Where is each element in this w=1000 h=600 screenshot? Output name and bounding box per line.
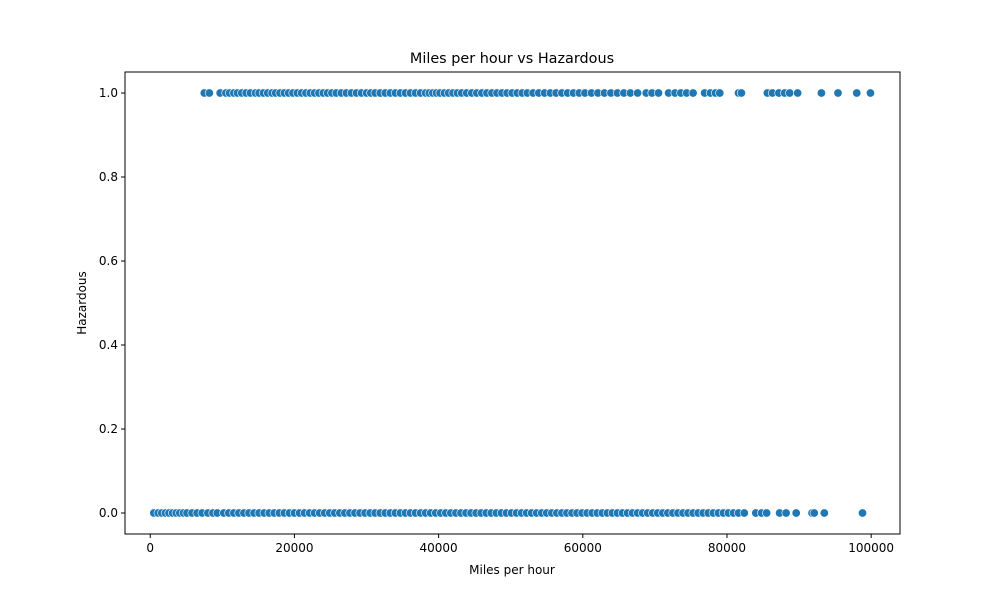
x-axis-ticks: 0 20000 40000 60000 80000 100000 — [146, 534, 894, 555]
y-tick-label: 0.6 — [99, 254, 118, 268]
y-tick-label: 1.0 — [99, 86, 118, 100]
x-axis-label: Miles per hour — [469, 563, 555, 577]
data-point — [858, 508, 868, 518]
x-tick-label: 20000 — [275, 541, 313, 555]
y-tick-label: 0.2 — [99, 422, 118, 436]
data-point — [739, 508, 749, 518]
points-layer — [149, 88, 875, 518]
y-axis-ticks: 0.0 0.2 0.4 0.6 0.8 1.0 — [99, 86, 125, 520]
x-tick-label: 80000 — [708, 541, 746, 555]
data-point — [781, 508, 791, 518]
data-point — [736, 88, 746, 98]
data-point — [865, 88, 875, 98]
y-axis-label: Hazardous — [75, 271, 89, 335]
chart-title: Miles per hour vs Hazardous — [410, 51, 614, 67]
data-point — [793, 88, 803, 98]
data-point — [852, 88, 862, 98]
data-point — [204, 88, 214, 98]
x-tick-label: 100000 — [848, 541, 894, 555]
data-point — [653, 88, 663, 98]
data-point — [762, 508, 772, 518]
y-tick-label: 0.4 — [99, 338, 118, 352]
data-point — [816, 88, 826, 98]
data-point — [809, 508, 819, 518]
x-tick-label: 60000 — [564, 541, 602, 555]
data-point — [785, 88, 795, 98]
x-tick-label: 40000 — [420, 541, 458, 555]
data-point — [633, 88, 643, 98]
y-tick-label: 0.0 — [99, 506, 118, 520]
y-tick-label: 0.8 — [99, 170, 118, 184]
data-point — [688, 88, 698, 98]
x-tick-label: 0 — [146, 541, 154, 555]
data-point — [819, 508, 829, 518]
plot-area-frame — [124, 71, 901, 535]
data-point — [715, 88, 725, 98]
data-point — [791, 508, 801, 518]
data-point — [833, 88, 843, 98]
